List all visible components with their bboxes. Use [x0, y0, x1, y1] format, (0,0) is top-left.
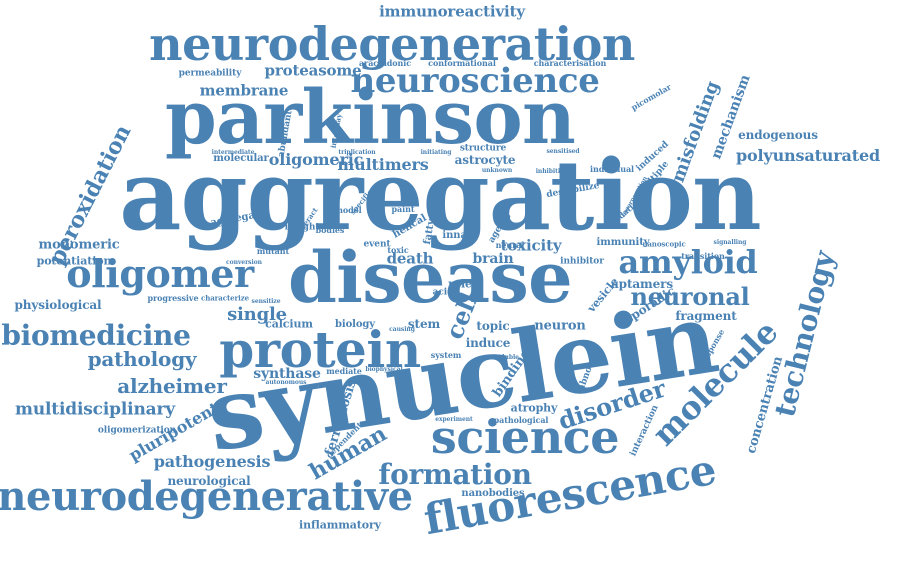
word-aggregation: aggregation	[119, 139, 761, 252]
word-toxicity: toxicity	[500, 236, 562, 255]
word-neuronal: neuronal	[630, 282, 750, 311]
word-system: system	[430, 350, 462, 360]
word-neuron: neuron	[534, 318, 586, 334]
word-membrane: membrane	[199, 81, 289, 100]
word-physiological: physiological	[14, 298, 102, 312]
word-role: role	[448, 277, 472, 291]
word-inhibition: inhibition	[535, 168, 569, 175]
word-intermediate: intermediate	[211, 149, 255, 156]
word-autonomous: autonomous	[265, 379, 307, 386]
word-picomolar: picomolar	[629, 81, 673, 113]
word-inhibitor: inhibitor	[560, 256, 604, 267]
word-causing: causing	[389, 326, 415, 333]
word-induce: induce	[465, 336, 511, 350]
word-experiment: experiment	[435, 416, 473, 423]
word-fragment: fragment	[675, 309, 737, 323]
word-neurodegeneration: neurodegeneration	[149, 17, 635, 71]
word-insight: insight	[284, 222, 320, 233]
word-soluble: soluble	[495, 354, 519, 361]
word-neurological: neurological	[167, 474, 251, 488]
word-arachidonic: arachidonic	[358, 58, 412, 68]
word-formation: formation	[378, 458, 532, 491]
word-immunity: immunity	[596, 237, 650, 248]
word-neural: neural	[495, 240, 525, 250]
word-oligomer: oligomer	[66, 251, 254, 296]
word-characterisation: characterisation	[533, 58, 607, 68]
word-proteasome: proteasome	[264, 61, 362, 80]
word-monomeric: monomeric	[38, 237, 120, 253]
word-pathology: pathology	[87, 347, 197, 371]
word-characterize: characterize	[201, 293, 249, 303]
word-brain: brain	[472, 251, 514, 267]
word-signalling: signalling	[713, 239, 747, 246]
word-transition: transition	[681, 251, 725, 261]
word-protein: protein	[219, 320, 421, 379]
word-conformational: conformational	[428, 58, 496, 68]
word-conversion: conversion	[226, 259, 262, 266]
word-nanoscopic: nanoscopic	[642, 239, 686, 249]
word-death: death	[386, 249, 434, 268]
word-multidisciplinary: multidisciplinary	[15, 399, 175, 420]
word-topic: topic	[476, 319, 510, 333]
word-oligomeric: oligomeric	[268, 150, 364, 169]
word-immunoreactivity: immunoreactivity	[379, 2, 525, 21]
word-toxic: toxic	[387, 245, 409, 255]
word-structure: structure	[459, 143, 507, 154]
word-parkinson: parkinson	[164, 75, 576, 161]
word-aptamers: aptamers	[611, 277, 673, 291]
word-model: model	[334, 205, 362, 215]
word-bodies: bodies	[315, 225, 345, 235]
word-permeability: permeability	[178, 68, 242, 79]
word-amyloid: amyloid	[618, 243, 758, 281]
word-sensitised: sensitised	[546, 148, 580, 155]
word-science: science	[430, 410, 620, 464]
word-pathogenesis: pathogenesis	[153, 452, 271, 471]
word-initiating: initiating	[420, 149, 452, 156]
word-atrophy: atrophy	[510, 401, 558, 415]
word-alzheimer: alzheimer	[117, 374, 227, 398]
word-biology: biology	[334, 319, 376, 330]
word-single: single	[227, 304, 287, 325]
word-astrocyte: astrocyte	[454, 153, 516, 167]
word-pathological: pathological	[493, 415, 549, 425]
word-multimers: multimers	[337, 155, 429, 174]
word-biophysical: biophysical	[365, 366, 403, 373]
word-innate: innate	[442, 230, 478, 241]
word-paint: paint	[391, 204, 415, 214]
word-inflammatory: inflammatory	[299, 518, 381, 532]
word-neurodegenerative: neurodegenerative	[0, 473, 413, 520]
word-individual: individual	[589, 164, 635, 174]
word-sensitize: sensitize	[251, 298, 281, 305]
word-mediate: mediate	[326, 366, 362, 376]
word-unknown: unknown	[481, 167, 513, 174]
word-disease: disease	[288, 236, 573, 319]
word-triplication: triplication	[338, 149, 376, 156]
word-molecular: molecular	[213, 153, 269, 164]
word-biomedicine: biomedicine	[1, 319, 191, 352]
word-nanobodies: nanobodies	[461, 488, 525, 499]
word-stem: stem	[407, 317, 441, 331]
word-mutant: mutant	[256, 246, 290, 256]
word-potentiation: potentiation	[36, 254, 112, 268]
word-endogenous: endogenous	[738, 128, 818, 142]
word-calcium: calcium	[265, 317, 313, 331]
word-polyunsaturated: polyunsaturated	[735, 146, 881, 165]
word-progressive: progressive	[147, 293, 199, 303]
word-event: event	[363, 239, 391, 250]
word-synthase: synthase	[253, 366, 321, 382]
word-acid: acid	[432, 287, 454, 298]
word-technology: technology	[767, 247, 842, 421]
word-neuroscience: neuroscience	[350, 61, 600, 101]
word-oligomerization: oligomerization	[97, 425, 177, 436]
